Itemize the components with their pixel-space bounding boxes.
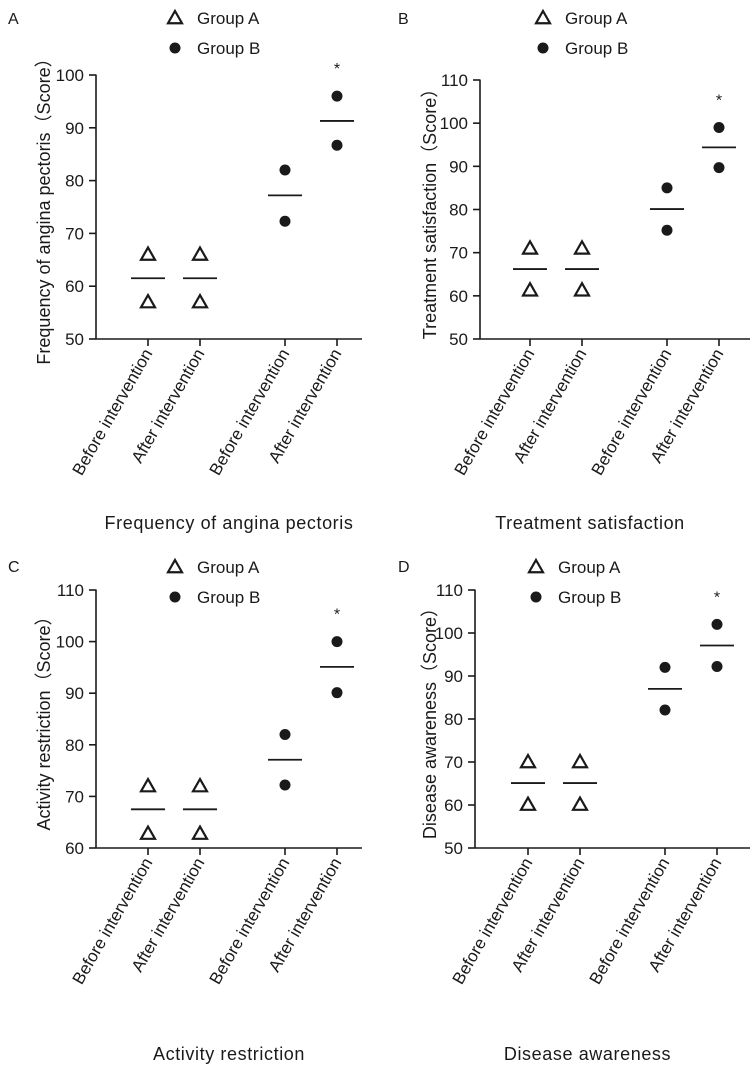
legend-marker-circle-icon xyxy=(169,591,181,603)
data-point-circle xyxy=(279,215,291,227)
y-tick-label: 70 xyxy=(65,787,84,806)
data-point-circle xyxy=(661,182,673,194)
y-axis-title: Activity restriction（Score） xyxy=(34,607,54,830)
y-tick-label: 70 xyxy=(444,753,463,772)
data-point-triangle xyxy=(191,776,209,793)
y-tick-label: 90 xyxy=(449,157,468,176)
data-point-circle xyxy=(279,164,291,176)
y-tick-label: 60 xyxy=(444,796,463,815)
legend-label: Group A xyxy=(565,9,628,28)
data-point-circle xyxy=(279,779,291,791)
y-tick-label: 70 xyxy=(449,244,468,263)
y-axis-title: Disease awareness（Score） xyxy=(420,599,440,839)
data-point-triangle xyxy=(191,245,209,261)
panel-label: B xyxy=(398,11,409,28)
legend-marker-circle-icon xyxy=(169,42,181,54)
x-axis-title: Activity restriction xyxy=(153,1044,305,1064)
data-point-triangle xyxy=(573,281,591,297)
panel-label: A xyxy=(8,11,19,28)
data-point-circle xyxy=(661,224,673,236)
panel-label: C xyxy=(8,559,20,576)
data-point-circle xyxy=(713,121,725,133)
y-tick-label: 80 xyxy=(65,172,84,191)
y-tick-label: 110 xyxy=(57,581,84,600)
y-tick-label: 100 xyxy=(56,633,84,652)
significance-marker: * xyxy=(334,607,340,624)
legend-marker-triangle-icon xyxy=(166,8,184,25)
legend-marker-circle-icon xyxy=(530,591,542,603)
data-point-triangle xyxy=(521,239,539,255)
significance-marker: * xyxy=(714,589,720,606)
significance-marker: * xyxy=(334,61,340,78)
y-tick-label: 80 xyxy=(449,201,468,220)
y-tick-label: 110 xyxy=(436,581,463,600)
data-point-circle xyxy=(331,139,343,151)
y-tick-label: 80 xyxy=(65,736,84,755)
y-tick-label: 90 xyxy=(65,684,84,703)
legend-label: Group B xyxy=(558,588,621,607)
data-point-circle xyxy=(279,728,291,740)
legend-label: Group B xyxy=(197,39,260,58)
data-point-triangle xyxy=(519,795,537,811)
y-tick-label: 60 xyxy=(449,287,468,306)
y-tick-label: 100 xyxy=(435,624,463,643)
y-tick-label: 60 xyxy=(65,277,84,296)
data-point-triangle xyxy=(573,239,591,255)
legend-label: Group B xyxy=(565,39,628,58)
significance-marker: * xyxy=(716,92,722,109)
data-point-circle xyxy=(713,162,725,174)
data-point-triangle xyxy=(139,824,157,840)
x-axis-title: Treatment satisfaction xyxy=(495,513,685,533)
data-point-circle xyxy=(659,704,671,716)
data-point-triangle xyxy=(521,281,539,297)
y-tick-label: 50 xyxy=(444,839,463,858)
x-axis-title: Frequency of angina pectoris xyxy=(105,513,354,533)
legend-label: Group A xyxy=(558,558,621,577)
y-tick-label: 100 xyxy=(56,66,84,85)
data-point-triangle xyxy=(571,752,589,769)
x-axis-title: Disease awareness xyxy=(504,1044,671,1064)
data-point-circle xyxy=(331,687,343,699)
y-tick-label: 100 xyxy=(440,114,468,133)
y-tick-label: 70 xyxy=(65,224,84,243)
legend-marker-triangle-icon xyxy=(527,557,545,574)
legend-label: Group A xyxy=(197,9,260,28)
data-point-triangle xyxy=(191,292,209,309)
data-point-triangle xyxy=(191,824,209,840)
data-point-circle xyxy=(659,661,671,673)
y-tick-label: 50 xyxy=(65,330,84,349)
y-tick-label: 90 xyxy=(444,667,463,686)
legend-marker-triangle-icon xyxy=(166,557,184,574)
data-point-triangle xyxy=(139,292,157,309)
data-point-circle xyxy=(331,636,343,648)
y-axis-title: Frequency of angina pectoris（Score） xyxy=(34,49,54,364)
data-point-triangle xyxy=(139,245,157,261)
y-tick-label: 90 xyxy=(65,119,84,138)
y-tick-label: 60 xyxy=(65,839,84,858)
data-point-circle xyxy=(711,618,723,630)
y-axis-title: Treatment satisfaction（Score） xyxy=(420,80,440,339)
data-point-triangle xyxy=(571,795,589,811)
panel-label: D xyxy=(398,559,410,576)
legend-marker-circle-icon xyxy=(537,42,549,54)
data-point-triangle xyxy=(139,776,157,793)
data-point-circle xyxy=(331,90,343,102)
legend-marker-triangle-icon xyxy=(534,8,552,25)
y-tick-label: 50 xyxy=(449,330,468,349)
data-point-circle xyxy=(711,661,723,673)
legend-label: Group B xyxy=(197,588,260,607)
legend-label: Group A xyxy=(197,558,260,577)
data-point-triangle xyxy=(519,752,537,769)
y-tick-label: 80 xyxy=(444,710,463,729)
y-tick-label: 110 xyxy=(441,71,468,90)
